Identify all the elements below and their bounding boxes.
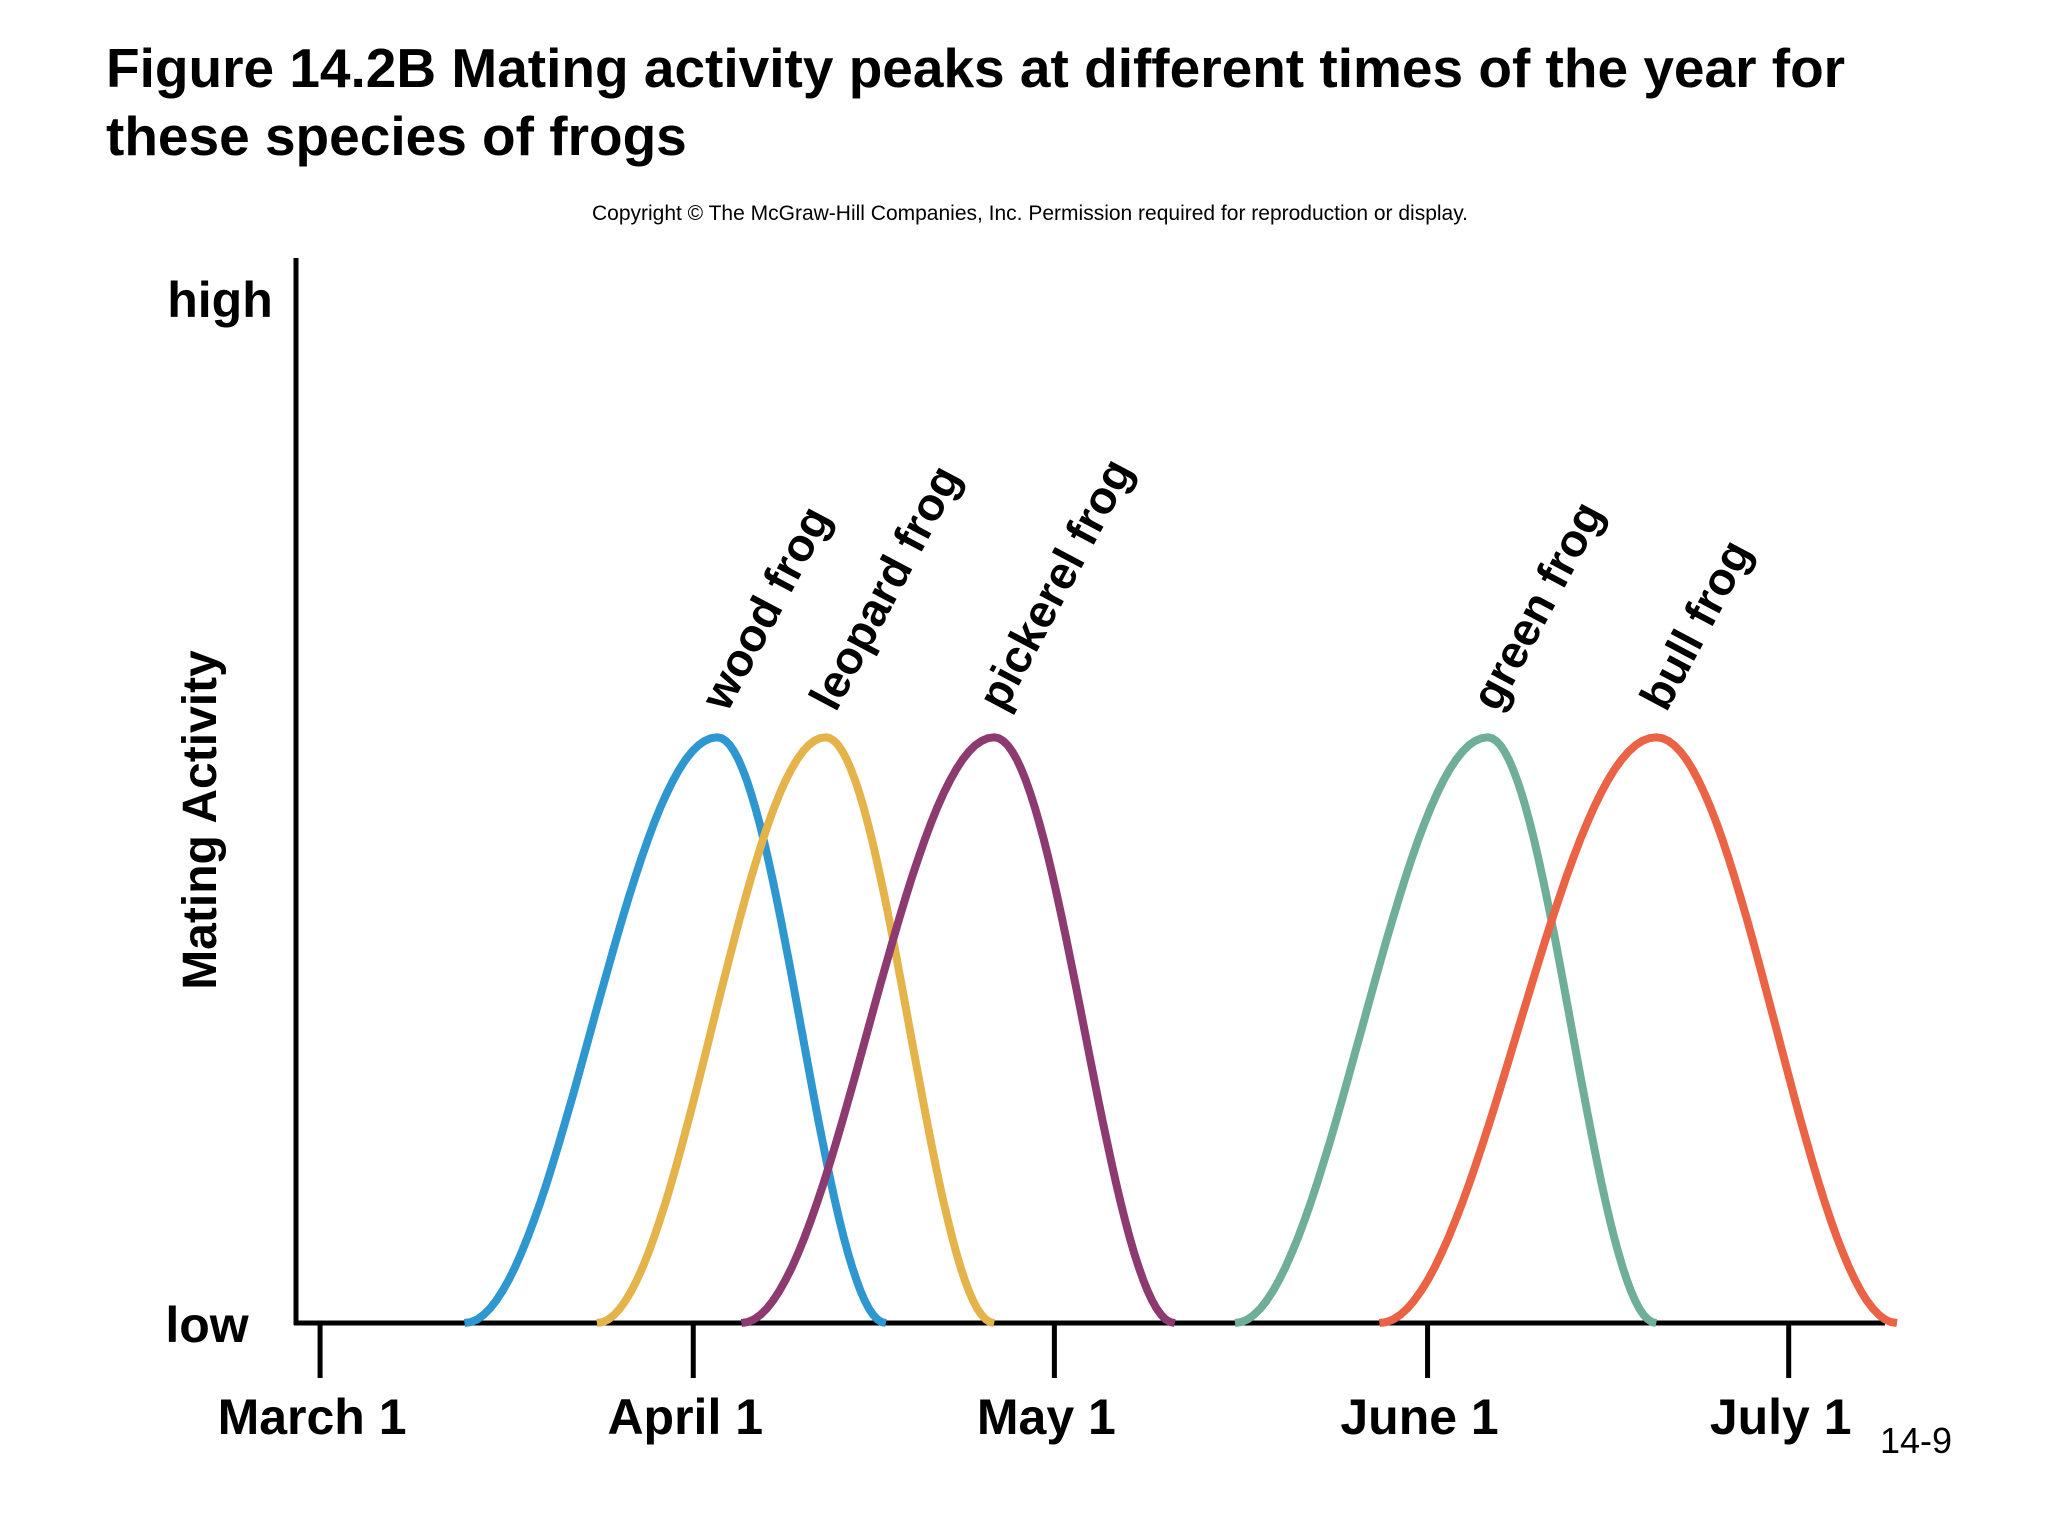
y-axis-title: Mating Activity: [174, 650, 227, 990]
x-tick-label: March 1: [218, 1389, 407, 1445]
y-tick-label-high: high: [167, 272, 273, 328]
figure-title: Figure 14.2B Mating activity peaks at di…: [106, 37, 1846, 167]
x-tick-label: May 1: [977, 1389, 1116, 1445]
series-curve: [1378, 733, 1898, 1327]
series-curve: [596, 733, 996, 1327]
x-tick-label: June 1: [1340, 1389, 1498, 1445]
x-tick-label: July 1: [1710, 1389, 1852, 1445]
x-tick-label: April 1: [607, 1389, 763, 1445]
series-label: pickerel frog: [967, 450, 1143, 718]
slide-number: 14-9: [1880, 1420, 1953, 1461]
series-label: leopard frog: [799, 457, 971, 718]
series-label: green frog: [1461, 493, 1614, 718]
y-tick-label-low: low: [165, 1297, 248, 1353]
series-curve: [740, 733, 1176, 1327]
series-curve: [463, 733, 887, 1327]
x-ticks-group: March 1 April 1 May 1 June 1 July 1: [218, 1323, 1852, 1445]
series-curve: [1234, 733, 1658, 1327]
series-curves-group: [463, 733, 1898, 1327]
copyright-notice: Copyright © The McGraw-Hill Companies, I…: [591, 202, 1469, 225]
series-label: bull frog: [1629, 531, 1761, 718]
chart-axes: [293, 258, 1885, 1326]
